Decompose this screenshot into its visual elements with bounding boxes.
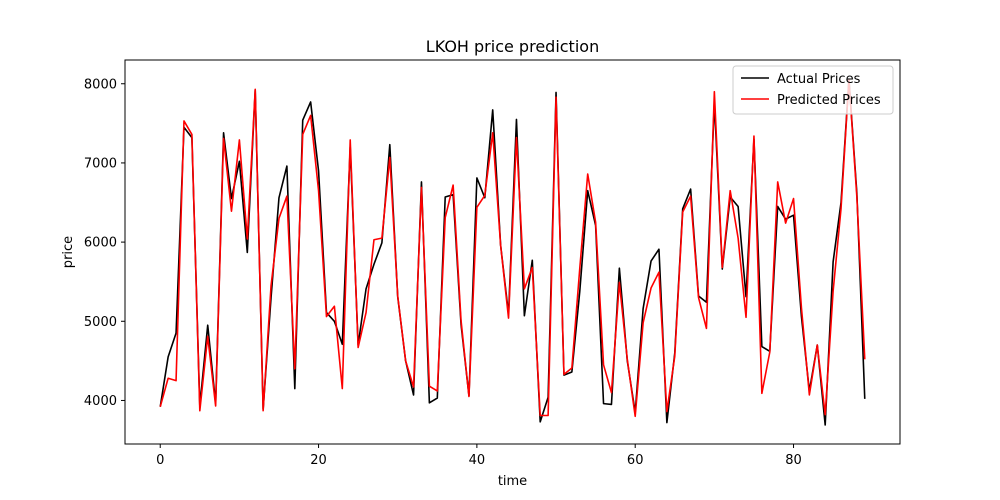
x-tick-label: 20 <box>310 453 327 468</box>
series-line-predicted-prices <box>159 78 866 418</box>
y-tick-label: 6000 <box>84 236 117 251</box>
x-tick-label: 40 <box>469 453 486 468</box>
y-tick-label: 4000 <box>84 394 117 409</box>
chart-title: LKOH price prediction <box>426 37 599 56</box>
legend-label: Actual Prices <box>777 72 861 87</box>
x-axis-label: time <box>498 474 527 489</box>
y-axis: 4000 5000 6000 7000 8000 <box>84 77 125 409</box>
x-axis: 0 20 40 60 80 <box>156 444 802 468</box>
x-tick-label: 60 <box>627 453 644 468</box>
y-tick-label: 7000 <box>84 156 117 171</box>
x-tick-label: 0 <box>156 453 164 468</box>
y-tick-label: 8000 <box>84 77 117 92</box>
plot-area <box>124 59 901 445</box>
x-tick-label: 80 <box>785 453 802 468</box>
legend-box <box>732 65 894 115</box>
axes-frame <box>124 59 901 445</box>
y-axis-label: price <box>61 236 76 268</box>
legend-label: Predicted Prices <box>777 93 881 108</box>
series-layer <box>159 78 866 426</box>
legend: Actual Prices Predicted Prices <box>732 65 894 115</box>
y-tick-label: 5000 <box>84 315 117 330</box>
